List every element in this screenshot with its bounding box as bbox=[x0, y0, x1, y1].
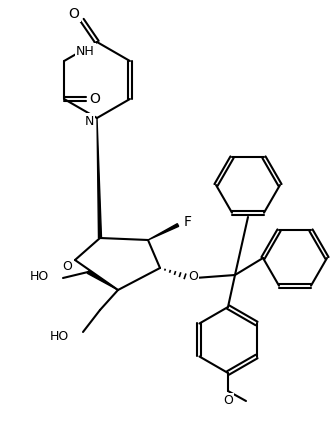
Text: O: O bbox=[62, 259, 72, 273]
Text: F: F bbox=[184, 215, 192, 229]
Text: O: O bbox=[223, 395, 233, 408]
Polygon shape bbox=[87, 271, 118, 290]
Text: O: O bbox=[90, 92, 101, 106]
Text: HO: HO bbox=[30, 270, 49, 282]
Polygon shape bbox=[148, 224, 179, 240]
Polygon shape bbox=[97, 118, 102, 238]
Text: HO: HO bbox=[50, 329, 69, 342]
Text: O: O bbox=[188, 270, 198, 282]
Text: O: O bbox=[68, 7, 79, 21]
Text: N: N bbox=[84, 115, 94, 127]
Text: NH: NH bbox=[76, 44, 95, 58]
